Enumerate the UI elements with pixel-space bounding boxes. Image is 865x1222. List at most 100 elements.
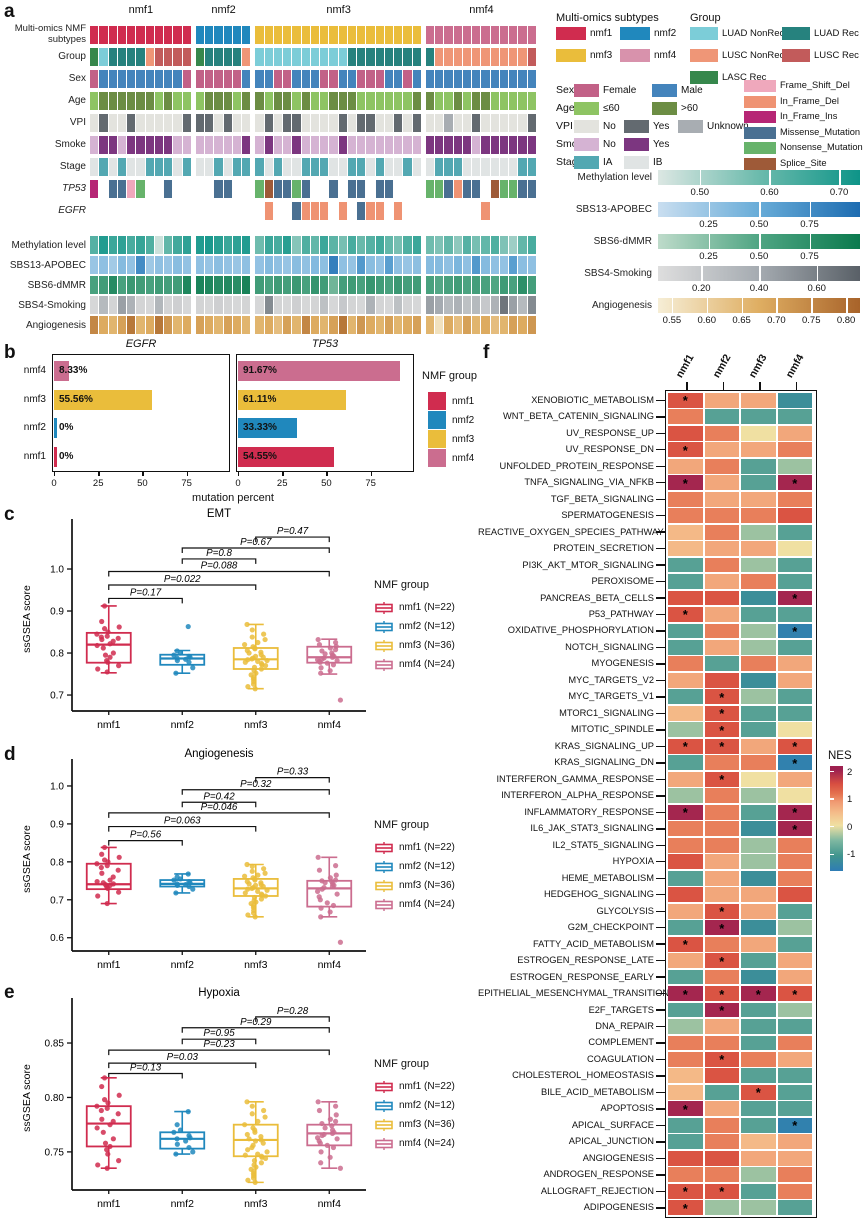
oncoprint-cell: [527, 70, 536, 88]
scale-tick-label: 0.55: [662, 315, 682, 326]
nes-cell: [704, 755, 739, 771]
oncoprint-cell: [242, 114, 251, 132]
oncoprint-cell: [90, 180, 99, 198]
data-point: [185, 871, 191, 877]
legend-label: LUAD Rec: [814, 28, 859, 39]
nes-cell: [704, 969, 739, 985]
heat-cell: [509, 256, 518, 274]
oncoprint-cell: [242, 136, 251, 154]
data-point: [333, 863, 339, 869]
nes-cell: [741, 705, 776, 721]
heat-cell: [292, 296, 301, 314]
legend-swatch: [574, 102, 599, 115]
oncoprint-cell: [509, 114, 518, 132]
heat-cell: [490, 256, 499, 274]
nes-cell: [777, 656, 812, 672]
legend-swatch: [556, 49, 586, 62]
data-point: [333, 1112, 339, 1118]
heat-cell: [99, 236, 108, 254]
oncoprint-cell: [472, 136, 481, 154]
nes-cell: [668, 689, 703, 705]
heat-cell: [255, 236, 264, 254]
nes-cell: [668, 936, 703, 952]
pathway-label: MTORC1_SIGNALING: [559, 707, 654, 718]
oncoprint-cell: [273, 26, 283, 44]
legend-label: Missense_Mutation: [780, 126, 861, 137]
pathway-label: HEDGEHOG_SIGNALING: [543, 889, 654, 900]
data-point: [100, 645, 106, 651]
heat-cell: [320, 296, 329, 314]
heat-cell: [223, 276, 232, 294]
legend-label: nmf2: [452, 415, 475, 426]
nes-cell: [741, 590, 776, 606]
oncoprint-cell: [214, 136, 223, 154]
oncoprint-cell: [527, 92, 536, 110]
data-point: [262, 1114, 268, 1120]
oncoprint-cell: [444, 92, 453, 110]
heat-cell: [182, 276, 191, 294]
oncoprint-cell: [255, 92, 264, 110]
data-point: [99, 1116, 105, 1122]
scale-tick-mark: [759, 202, 761, 217]
oncoprint-cell: [444, 180, 453, 198]
oncoprint-cell: [232, 136, 242, 154]
significance-star: *: [792, 623, 798, 639]
data-point: [183, 656, 189, 662]
oncoprint-cell: [195, 114, 205, 132]
data-point: [262, 893, 269, 899]
oncoprint-cell: [214, 26, 223, 44]
pathway-label: FATTY_ACID_METABOLISM: [532, 938, 654, 949]
pvalue-label: P=0.03: [167, 1052, 199, 1063]
data-point: [252, 1138, 259, 1144]
nes-cell: [704, 623, 739, 639]
heat-cell: [394, 316, 403, 334]
heat-cell: [435, 256, 444, 274]
nes-cell: [668, 672, 703, 688]
data-point: [242, 659, 248, 665]
data-point: [242, 890, 248, 896]
nes-cell: [704, 541, 739, 556]
oncoprint-cell: [182, 26, 191, 44]
heat-cell: [117, 236, 127, 254]
oncoprint-cell: [164, 48, 173, 66]
data-point: [258, 1160, 265, 1166]
oncoprint-cell: [154, 114, 164, 132]
oncoprint-cell: [90, 114, 99, 132]
heat-cell: [347, 276, 357, 294]
data-point: [99, 1083, 105, 1090]
oncoprint-cell: [518, 70, 527, 88]
box: [306, 1123, 353, 1147]
heat-cell: [223, 256, 232, 274]
data-point: [322, 880, 328, 886]
oncoprint-cell: [255, 70, 264, 88]
oncoprint-cell: [255, 114, 264, 132]
data-point: [94, 631, 100, 637]
heat-cell: [462, 296, 472, 314]
pathway-tick: [656, 515, 666, 517]
oncoprint-cell: [338, 202, 347, 220]
pathway-tick: [656, 861, 666, 863]
nes-cell: [777, 458, 812, 474]
x-tick-mark: [142, 472, 144, 476]
heat-cell: [518, 256, 527, 274]
data-point: [186, 1144, 192, 1151]
pathway-label: PI3K_AKT_MTOR_SIGNALING: [522, 559, 654, 570]
oncoprint-row-label: Age: [68, 95, 86, 106]
pathway-label: BILE_ACID_METABOLISM: [541, 1086, 654, 1097]
boxplot-glyph: [375, 659, 393, 671]
pathway-label: HYPOXIA: [612, 856, 654, 867]
data-point: [94, 878, 100, 885]
heat-cell: [394, 256, 403, 274]
oncoprint-cell: [425, 136, 435, 154]
nes-cell: [668, 953, 703, 968]
significance-star: *: [719, 722, 725, 738]
heat-cell: [329, 316, 338, 334]
pathway-tick: [656, 416, 666, 418]
heat-cell: [472, 276, 481, 294]
legend-label: LUSC NonRec: [722, 50, 785, 61]
legend-swatch: [428, 411, 446, 429]
legend-swatch: [574, 156, 599, 169]
heat-cell: [338, 276, 347, 294]
nes-cell: [668, 854, 703, 870]
legend-label: Splice_Site: [780, 157, 827, 168]
